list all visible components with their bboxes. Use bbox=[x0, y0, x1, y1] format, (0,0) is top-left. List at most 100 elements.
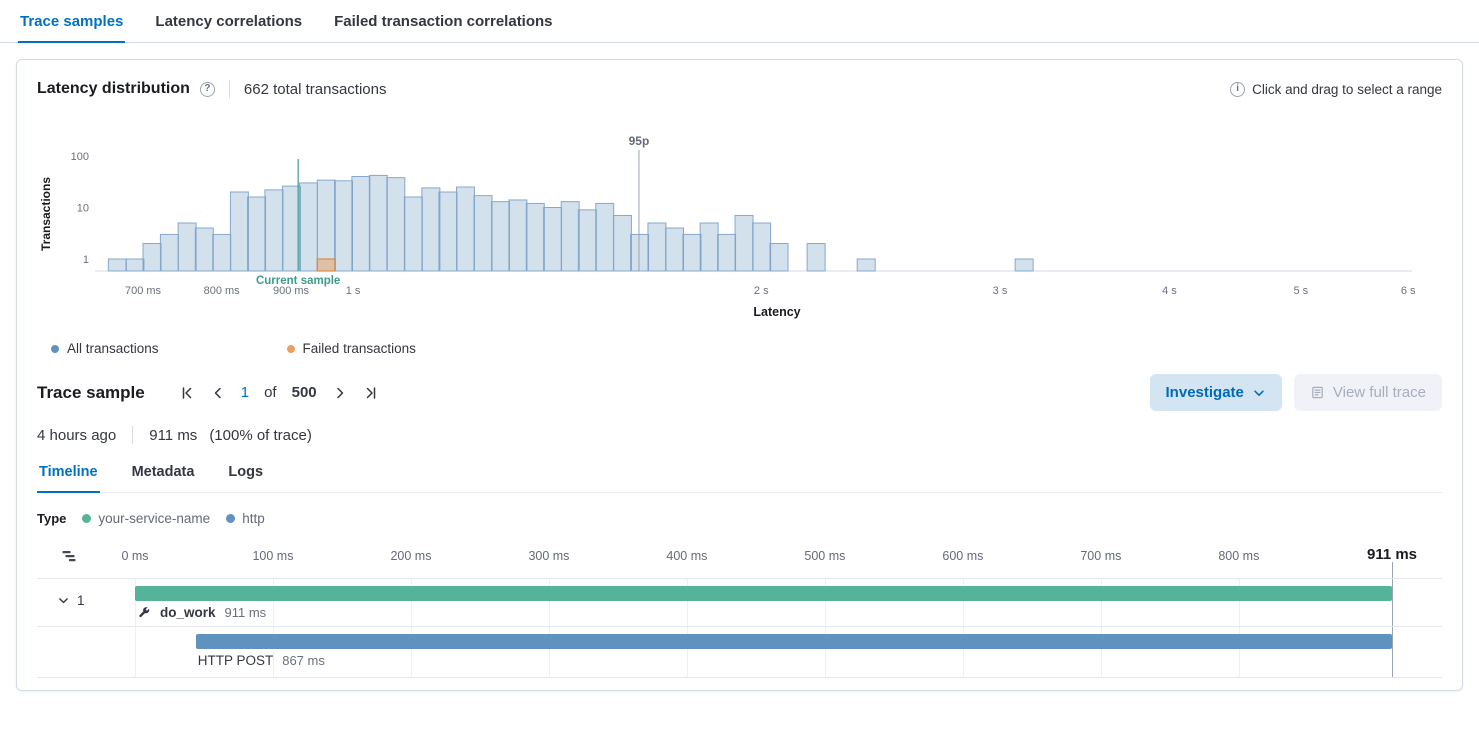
latency-distribution-chart[interactable]: 1 10 100 Transactions 700 ms 800 ms 900 ms 1 s 2… bbox=[37, 134, 1442, 329]
range-select-hint-text: Click and drag to select a range bbox=[1252, 81, 1442, 97]
histogram-bar[interactable] bbox=[647, 222, 667, 272]
help-icon[interactable]: ? bbox=[199, 81, 215, 97]
x-tick-label: 4 s bbox=[1162, 285, 1177, 297]
x-tick-label: 6 s bbox=[1401, 285, 1416, 297]
trace-sample-header: Trace sample 1 of 500 Investigate bbox=[37, 374, 1442, 411]
legend-failed-transactions[interactable]: Failed transactions bbox=[286, 341, 416, 356]
histogram-bar[interactable] bbox=[159, 233, 179, 272]
histogram-bar[interactable] bbox=[351, 175, 371, 272]
histogram-bar[interactable] bbox=[612, 214, 632, 272]
wrench-icon bbox=[139, 606, 150, 617]
histogram-bar[interactable] bbox=[247, 196, 267, 272]
histogram-bar[interactable] bbox=[264, 189, 284, 272]
range-select-hint: i Click and drag to select a range bbox=[1230, 81, 1442, 97]
histogram-bar[interactable] bbox=[490, 201, 510, 272]
histogram-bar[interactable] bbox=[682, 233, 702, 272]
histogram-bar[interactable] bbox=[316, 179, 336, 272]
first-page-button[interactable] bbox=[179, 385, 195, 401]
span-bar-http-post[interactable] bbox=[195, 634, 1392, 649]
http-color-dot bbox=[226, 514, 236, 523]
failed-histogram-bar[interactable] bbox=[316, 258, 336, 272]
histogram-bar[interactable] bbox=[281, 185, 301, 272]
histogram-bar[interactable] bbox=[560, 201, 580, 272]
histogram-bar[interactable] bbox=[717, 233, 737, 272]
current-page-number[interactable]: 1 bbox=[240, 384, 250, 401]
tab-timeline[interactable]: Timeline bbox=[37, 454, 100, 493]
waterfall-icon[interactable] bbox=[61, 548, 77, 564]
divider bbox=[228, 80, 230, 98]
span-name: HTTP POST bbox=[197, 653, 274, 668]
previous-page-button[interactable] bbox=[210, 385, 226, 401]
histogram-bar[interactable] bbox=[177, 222, 197, 272]
info-icon: i bbox=[1230, 81, 1246, 97]
histogram-bar[interactable] bbox=[142, 242, 162, 272]
next-page-button[interactable] bbox=[332, 385, 348, 401]
tab-logs[interactable]: Logs bbox=[228, 464, 264, 480]
histogram-bar[interactable] bbox=[1014, 258, 1034, 272]
trace-pagination: 1 of 500 bbox=[179, 384, 379, 401]
histogram-bar[interactable] bbox=[577, 209, 597, 272]
legend-failed-transactions-label: Failed transactions bbox=[302, 341, 416, 356]
tab-metadata[interactable]: Metadata bbox=[131, 464, 195, 480]
investigate-button[interactable]: Investigate bbox=[1149, 374, 1282, 411]
y-tick-label: 100 bbox=[71, 151, 89, 163]
investigate-button-label: Investigate bbox=[1165, 384, 1244, 401]
tab-latency-correlations[interactable]: Latency correlations bbox=[155, 13, 303, 30]
histogram-bar[interactable] bbox=[368, 174, 388, 272]
main-tabs: Trace samples Latency correlations Faile… bbox=[0, 0, 1479, 43]
histogram-bar[interactable] bbox=[525, 202, 545, 272]
histogram-bar[interactable] bbox=[543, 207, 563, 272]
histogram-bar[interactable] bbox=[438, 191, 458, 272]
trace-sample-title: Trace sample bbox=[37, 382, 145, 402]
tab-failed-transaction-correlations[interactable]: Failed transaction correlations bbox=[334, 13, 553, 30]
x-tick-label: 2 s bbox=[754, 285, 769, 297]
waterfall-end-tick: 911 ms bbox=[1366, 546, 1418, 563]
legend-all-transactions[interactable]: All transactions bbox=[51, 341, 159, 356]
histogram-bar[interactable] bbox=[386, 177, 406, 272]
divider bbox=[132, 426, 134, 444]
histogram-bar[interactable] bbox=[769, 242, 789, 272]
waterfall: 0 ms 100 ms 200 ms 300 ms 400 ms 500 ms 600 ms… bbox=[37, 546, 1442, 678]
histogram-bar[interactable] bbox=[421, 187, 441, 272]
sample-trace-percentage: (100% of trace) bbox=[209, 426, 312, 444]
histogram-bar[interactable] bbox=[508, 199, 528, 272]
span-label-do-work[interactable]: do_work 911 ms bbox=[135, 605, 266, 620]
waterfall-axis-tick: 700 ms bbox=[1080, 549, 1122, 563]
histogram-bar[interactable] bbox=[125, 258, 145, 272]
x-tick-label: 3 s bbox=[993, 285, 1008, 297]
histogram-bar[interactable] bbox=[665, 227, 685, 272]
histogram-bar[interactable] bbox=[630, 233, 650, 272]
view-full-trace-button[interactable]: View full trace bbox=[1293, 374, 1442, 411]
histogram-bar[interactable] bbox=[403, 196, 423, 272]
type-http-label: http bbox=[242, 511, 265, 526]
span-bar-do-work[interactable] bbox=[135, 586, 1392, 601]
last-page-button[interactable] bbox=[363, 385, 379, 401]
x-tick-label: 700 ms bbox=[125, 285, 162, 297]
histogram-bar[interactable] bbox=[194, 227, 214, 272]
x-tick-label: 5 s bbox=[1294, 285, 1309, 297]
type-service-label: your-service-name bbox=[98, 511, 211, 526]
span-label-http-post[interactable]: HTTP POST 867 ms bbox=[196, 653, 325, 668]
histogram-bar[interactable] bbox=[107, 258, 127, 272]
tab-trace-samples[interactable]: Trace samples bbox=[18, 0, 126, 43]
histogram-bar[interactable] bbox=[699, 222, 719, 272]
histogram-bar[interactable] bbox=[455, 186, 475, 272]
chevron-down-icon bbox=[59, 598, 68, 604]
histogram-bar[interactable] bbox=[212, 233, 232, 272]
histogram-bar[interactable] bbox=[806, 242, 826, 272]
x-axis-title: Latency bbox=[753, 305, 800, 319]
type-legend: Type your-service-name http bbox=[37, 511, 1442, 526]
histogram-bar[interactable] bbox=[734, 214, 754, 272]
histogram-bar[interactable] bbox=[752, 222, 772, 272]
waterfall-accordion-toggle[interactable]: 1 bbox=[57, 593, 85, 608]
histogram-bar[interactable] bbox=[473, 195, 493, 272]
histogram-bar[interactable] bbox=[595, 202, 615, 272]
current-sample-label: Current sample bbox=[256, 275, 340, 287]
histogram-bar[interactable] bbox=[298, 182, 318, 272]
x-tick-label: 900 ms bbox=[273, 285, 310, 297]
waterfall-axis-tick: 800 ms bbox=[1218, 549, 1260, 563]
histogram-bar[interactable] bbox=[229, 191, 249, 272]
histogram-bar[interactable] bbox=[334, 180, 353, 272]
latency-distribution-header: Latency distribution ? 662 total transac… bbox=[37, 80, 1442, 98]
histogram-bar[interactable] bbox=[856, 258, 876, 272]
